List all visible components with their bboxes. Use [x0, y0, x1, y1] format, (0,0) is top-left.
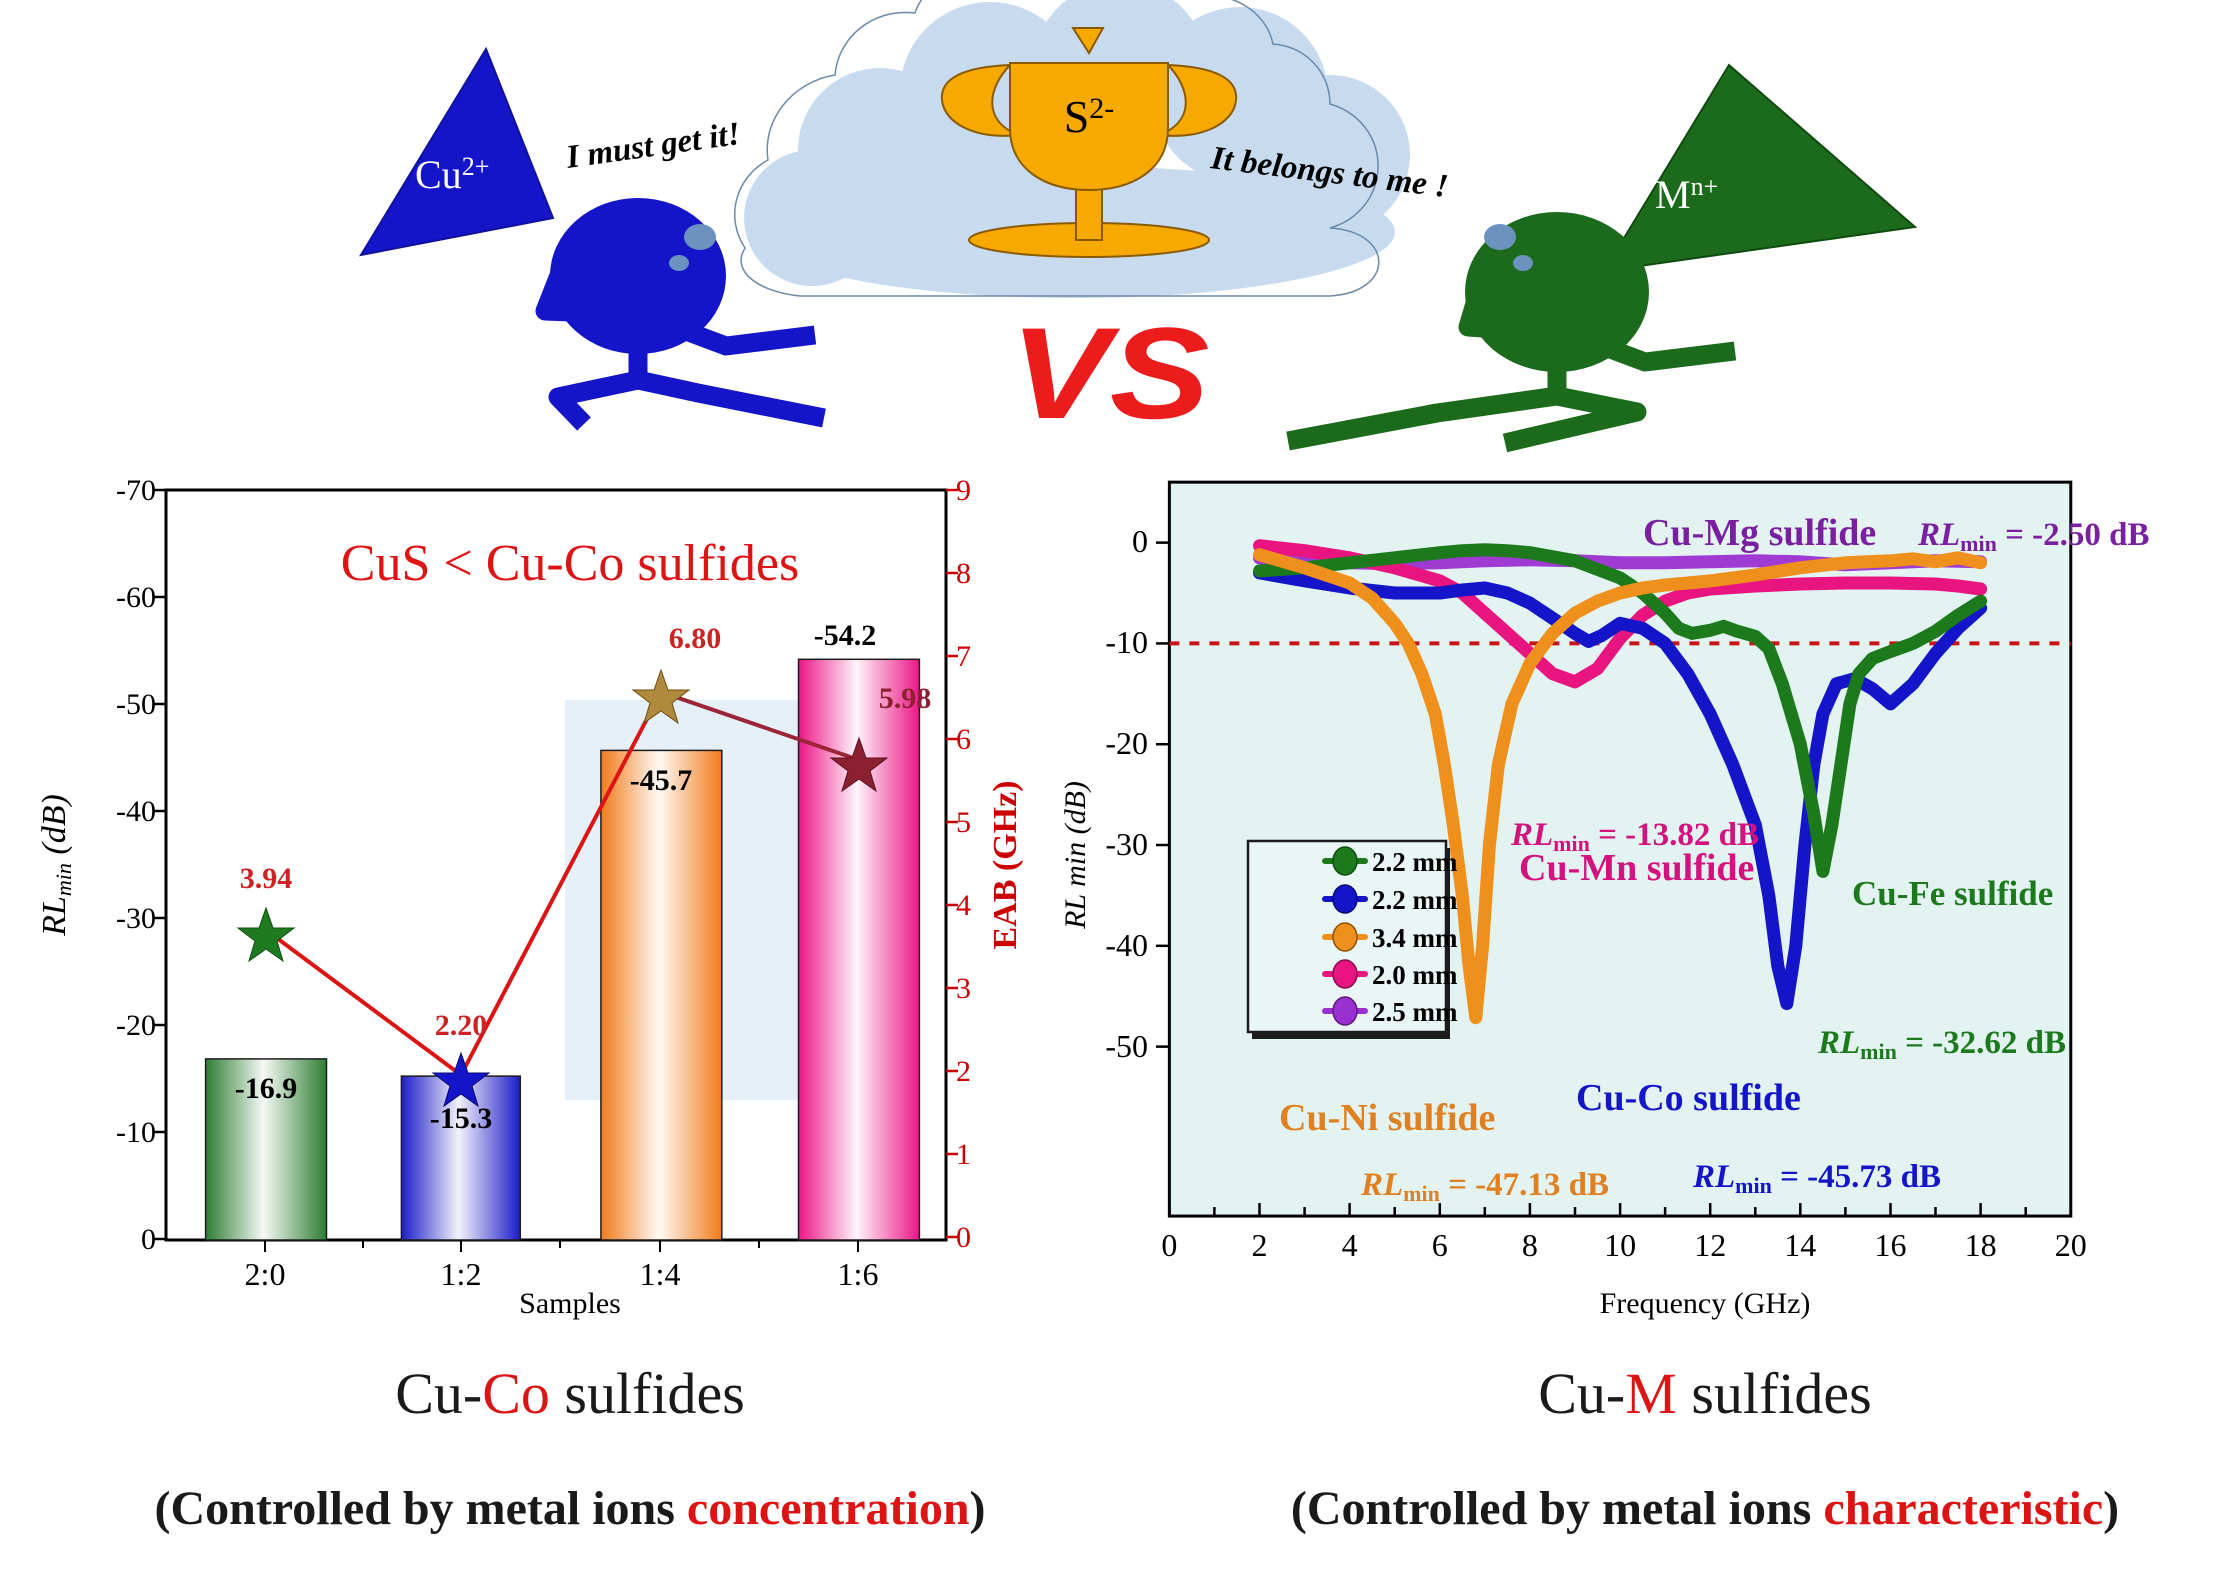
svg-text:(Controlled by metal ions conc: (Controlled by metal ions concentration) — [154, 1482, 985, 1535]
svg-text:Cu-Mg sulfide: Cu-Mg sulfide — [1643, 512, 1876, 554]
svg-text:5: 5 — [956, 806, 971, 839]
svg-text:2.2 mm: 2.2 mm — [1372, 885, 1458, 915]
svg-text:8: 8 — [1522, 1227, 1538, 1263]
svg-text:6: 6 — [1432, 1227, 1448, 1263]
svg-text:-40: -40 — [1105, 927, 1148, 963]
svg-text:-54.2: -54.2 — [814, 619, 877, 652]
svg-text:2.0 mm: 2.0 mm — [1372, 960, 1458, 990]
svg-text:-20: -20 — [116, 1009, 156, 1042]
svg-text:3: 3 — [956, 972, 971, 1005]
svg-text:Frequency (GHz): Frequency (GHz) — [1600, 1287, 1811, 1320]
svg-text:Samples: Samples — [519, 1287, 621, 1320]
svg-text:7: 7 — [956, 640, 971, 673]
svg-text:Cu-Fe sulfide: Cu-Fe sulfide — [1852, 874, 2053, 913]
svg-text:18: 18 — [1965, 1227, 1997, 1263]
svg-text:-70: -70 — [116, 474, 156, 507]
svg-text:-30: -30 — [116, 902, 156, 935]
svg-text:2: 2 — [956, 1055, 971, 1088]
svg-text:-50: -50 — [116, 688, 156, 721]
svg-text:6.80: 6.80 — [669, 622, 722, 655]
svg-text:2: 2 — [1252, 1227, 1268, 1263]
svg-text:-50: -50 — [1105, 1028, 1148, 1064]
svg-text:Cu-Co sulfides: Cu-Co sulfides — [395, 1361, 745, 1426]
svg-text:-45.7: -45.7 — [630, 764, 693, 797]
svg-text:6: 6 — [956, 723, 971, 756]
svg-text:-30: -30 — [1105, 826, 1148, 862]
svg-text:Cu-Ni sulfide: Cu-Ni sulfide — [1279, 1097, 1495, 1139]
svg-text:(Controlled by metal ions char: (Controlled by metal ions characteristic… — [1291, 1482, 2119, 1535]
svg-text:Cu-M sulfides: Cu-M sulfides — [1538, 1361, 1872, 1426]
svg-text:20: 20 — [2055, 1227, 2087, 1263]
svg-text:-40: -40 — [116, 795, 156, 828]
svg-text:0: 0 — [141, 1223, 156, 1256]
svg-text:12: 12 — [1694, 1227, 1726, 1263]
svg-text:-60: -60 — [116, 581, 156, 614]
svg-text:3.94: 3.94 — [240, 862, 293, 895]
svg-text:9: 9 — [956, 474, 971, 507]
svg-text:4: 4 — [956, 889, 971, 922]
svg-text:-10: -10 — [1105, 624, 1148, 660]
svg-text:Cu-Co sulfide: Cu-Co sulfide — [1576, 1077, 1801, 1119]
svg-text:10: 10 — [1604, 1227, 1636, 1263]
svg-text:EAB (GHz): EAB (GHz) — [987, 780, 1024, 949]
svg-text:8: 8 — [956, 557, 971, 590]
svg-text:-15.3: -15.3 — [430, 1102, 493, 1135]
svg-text:2.20: 2.20 — [435, 1009, 488, 1042]
svg-text:4: 4 — [1342, 1227, 1358, 1263]
svg-text:-10: -10 — [116, 1116, 156, 1149]
svg-text:CuS < Cu-Co sulfides: CuS < Cu-Co sulfides — [341, 535, 799, 592]
svg-text:0: 0 — [1161, 1227, 1177, 1263]
svg-text:2.2 mm: 2.2 mm — [1372, 847, 1458, 877]
svg-text:0: 0 — [956, 1221, 971, 1254]
svg-text:5.98: 5.98 — [879, 682, 932, 715]
svg-text:RLmin = -45.73 dB: RLmin = -45.73 dB — [1692, 1159, 1941, 1198]
svg-text:0: 0 — [1132, 523, 1148, 559]
svg-text:-20: -20 — [1105, 725, 1148, 761]
svg-text:16: 16 — [1875, 1227, 1907, 1263]
svg-text:RLmin = -2.50 dB: RLmin = -2.50 dB — [1917, 517, 2150, 556]
svg-text:14: 14 — [1784, 1227, 1816, 1263]
svg-text:RLmin = -13.82 dB: RLmin = -13.82 dB — [1510, 817, 1759, 856]
svg-text:RLmin (dB): RLmin (dB) — [36, 794, 76, 937]
svg-text:-16.9: -16.9 — [235, 1072, 298, 1105]
svg-text:1: 1 — [956, 1138, 971, 1171]
svg-text:3.4 mm: 3.4 mm — [1372, 923, 1458, 953]
svg-text:RLmin = -47.13 dB: RLmin = -47.13 dB — [1360, 1167, 1609, 1206]
svg-text:RLmin = -32.62 dB: RLmin = -32.62 dB — [1817, 1025, 2066, 1064]
svg-text:2.5 mm: 2.5 mm — [1372, 997, 1458, 1027]
